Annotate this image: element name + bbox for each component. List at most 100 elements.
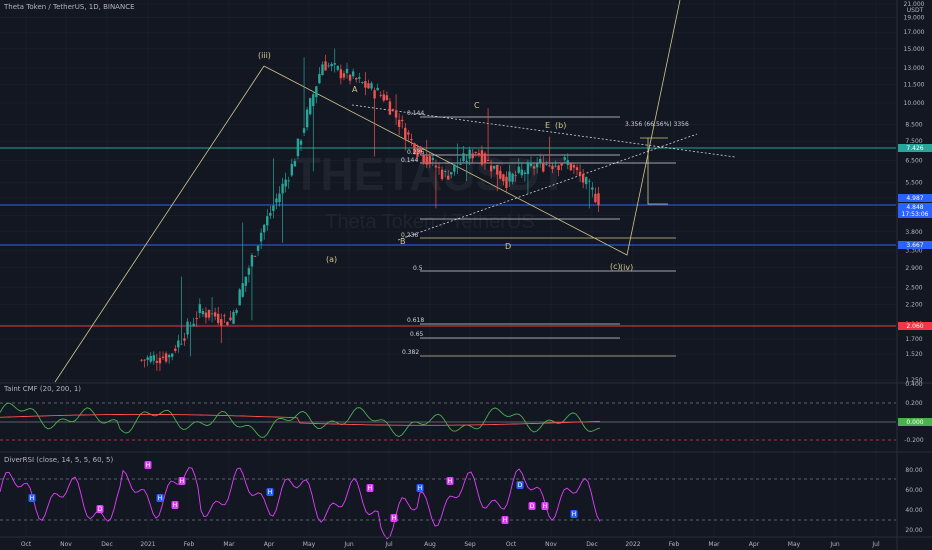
candle (195, 311, 198, 328)
rsi-div-label: H (446, 477, 454, 485)
rsi-tick: 80.00 (905, 467, 922, 474)
candle (554, 160, 557, 168)
candle (422, 153, 425, 165)
rsi-div-label: H (390, 514, 398, 522)
wave-label-A: A (352, 85, 358, 94)
rsi-tick: 40.00 (905, 507, 922, 514)
price-tick: 1.520 (905, 351, 922, 358)
candles (140, 48, 600, 371)
candle-body (468, 149, 471, 159)
candle-body (250, 255, 254, 267)
candle (566, 153, 569, 170)
candle (462, 145, 465, 163)
candle-body (263, 224, 266, 233)
candle (210, 297, 214, 323)
time-tick: Nov (545, 541, 557, 548)
candle-body (324, 61, 327, 71)
candle (591, 182, 594, 198)
candle (177, 334, 180, 353)
fib-label-05: 0.5 (413, 265, 423, 272)
candle-body (477, 153, 481, 156)
candle-body (223, 315, 226, 317)
time-tick: May (303, 541, 316, 548)
price-badge: 2.060 (898, 322, 932, 330)
rsi-div-label: H (501, 516, 509, 524)
candle (376, 83, 379, 91)
candle-body (557, 165, 560, 171)
candle-body (474, 152, 477, 153)
candle (309, 97, 312, 116)
candle (167, 353, 171, 364)
rsi-div-bg (266, 488, 274, 496)
candle-body (397, 119, 401, 127)
candle (517, 158, 520, 175)
wave-label-D: D (505, 242, 511, 251)
candle-body (232, 311, 235, 324)
candle-body (465, 161, 468, 162)
candle-body (425, 156, 428, 165)
candle-body (253, 255, 257, 257)
candle (269, 206, 272, 220)
candle (447, 169, 450, 181)
candle (355, 77, 358, 83)
candle-body (394, 110, 398, 118)
candle-body (416, 148, 419, 157)
time-tick: Oct (21, 541, 32, 548)
wave-path-correction (263, 0, 681, 256)
candle-body (186, 321, 189, 335)
candle (413, 142, 416, 155)
candle-body (508, 171, 511, 182)
candle-body (244, 276, 247, 286)
rsi-div-bg (28, 494, 36, 502)
candle-body (189, 325, 192, 327)
candle-body (597, 193, 600, 206)
rsi-div-text: H (180, 478, 185, 485)
wave-label-B: B (400, 237, 406, 246)
candle (284, 172, 287, 193)
candle-body (174, 348, 177, 351)
cmf-tick: 0.400 (905, 381, 922, 388)
candle (235, 308, 238, 316)
candle (474, 151, 477, 157)
candle (532, 161, 536, 176)
price-badge: 7.426 (898, 144, 932, 152)
candle-body (315, 86, 318, 98)
candle-body (358, 77, 361, 79)
candle (358, 72, 361, 84)
candle (514, 170, 517, 182)
candle-body (342, 73, 346, 78)
candle-body (272, 205, 275, 211)
candle-body (443, 171, 447, 172)
rsi-div-bg (366, 484, 374, 492)
price-tick: 3.300 (905, 248, 922, 255)
candle-body (210, 313, 214, 315)
wave-label-iii: (iii) (258, 51, 271, 60)
candle (588, 178, 591, 209)
candle-body (201, 310, 205, 315)
candle (189, 321, 192, 357)
candle-body (281, 183, 284, 194)
time-tick: May (788, 541, 801, 548)
candle (259, 228, 263, 249)
candle-body (496, 164, 499, 175)
candle-body (529, 162, 533, 166)
candle-body (566, 160, 569, 165)
candle-body (542, 162, 545, 172)
price-badge: 4.987 (898, 194, 932, 202)
candle-body (391, 109, 395, 110)
candle (272, 158, 275, 219)
candle (548, 136, 551, 168)
price-tick: 21.000 (904, 1, 925, 8)
rsi-div-text: D (530, 503, 535, 510)
candle (253, 255, 257, 258)
candle-body (177, 340, 180, 348)
fib-label-0618: 0.618 (407, 317, 424, 324)
price-badge-bg (898, 194, 932, 202)
candle-body (355, 78, 358, 80)
price-tick: 3.800 (905, 229, 922, 236)
candle-body (431, 157, 435, 160)
grid (0, 0, 896, 537)
candle-body (517, 166, 520, 173)
